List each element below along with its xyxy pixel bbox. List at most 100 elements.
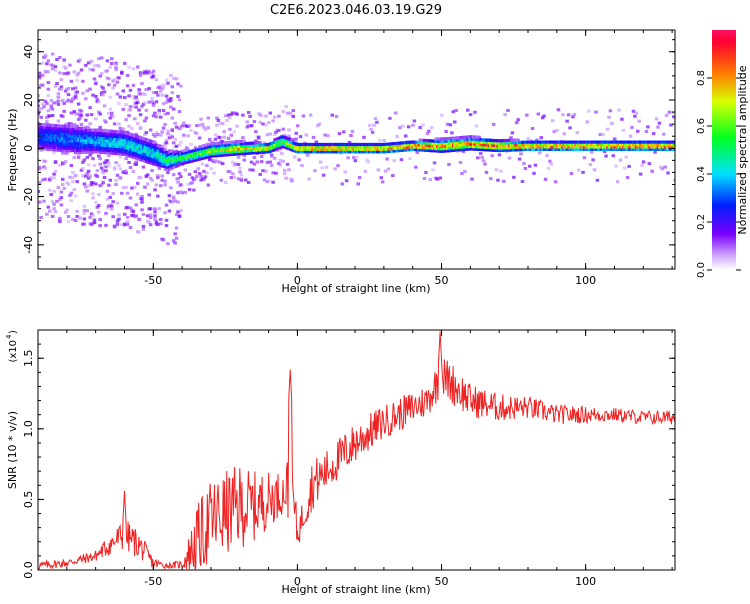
spectrogram-cell [72,187,77,191]
spectrogram-cell [232,175,236,179]
spectrogram-cell [89,183,94,187]
spectrogram-cell [38,181,42,185]
spectrogram-cell [176,191,180,195]
spectrogram-cell [71,97,75,101]
spectrogram-cell [288,111,293,115]
colorbar-tick-label: 0.4 [696,166,707,182]
spectrogram-cell [393,111,398,115]
spectrogram-cell [311,135,316,139]
spectrogram-cell [97,154,101,158]
spectrogram-cell [208,138,212,142]
spectrogram-cell [349,133,353,137]
spectrogram-cell [173,241,177,245]
spectrogram-cell [154,115,159,119]
spectrogram-cell [252,156,257,160]
spectrogram-marks [38,52,675,246]
spectrogram-cell [140,197,144,201]
spectrogram-cell [50,214,55,218]
spectrogram-cell [242,139,246,143]
spectrogram-cell [321,173,326,177]
spectrogram-cell [375,120,379,124]
spectrogram-cell [490,154,494,158]
spectrogram-cell [108,95,113,99]
spectrogram-cell [278,148,283,152]
spectrogram-cell [246,110,251,114]
spectrogram-cell [85,189,89,193]
spectrogram-cell [88,122,92,126]
spectrogram-cell [153,140,157,145]
spectrogram-cell [69,79,74,83]
snr-x-tick-label: -50 [144,575,162,588]
spectrogram-cell [161,83,166,87]
spectrogram-cell [88,67,92,71]
spectrogram-cell [176,94,180,98]
spectrogram-cell [252,120,257,124]
spectrogram-cell [62,109,66,113]
spectrogram-cell [52,172,56,176]
spectrogram-cell [414,165,418,169]
spectrogram-cell [278,163,283,167]
spectrogram-cell [445,122,450,126]
spectrogram-cell [56,119,61,123]
spectrogram-cell [450,131,454,135]
spectrogram-cell [585,120,590,124]
spectrogram-cell [568,126,572,130]
spectrogram-cell [451,110,456,114]
snr-y-label: SNR (10 * v/v) [6,411,19,489]
snr-frame [37,329,676,571]
spectrogram-cell [507,156,512,160]
spectrogram-cell [137,88,141,92]
spectrogram-cell [104,120,108,124]
spectrogram-cell [170,135,175,139]
spectrogram-cell [49,104,53,108]
spectrogram-cell [175,149,179,153]
spectrogram-cell [40,61,45,65]
spectrogram-cell [111,192,115,196]
spectrogram-cell [127,124,131,128]
spectrogram-cell [69,191,74,195]
spectrogram-cell [81,79,85,83]
spectrogram-cell [208,158,212,162]
spectrogram-cell [382,138,386,142]
spectrogram-cell [169,73,173,77]
spectrogram-cell [176,180,180,184]
spectrogram-cell [38,167,42,171]
spectrogram-cell [112,83,117,87]
spectrogram-cell [620,117,624,121]
spectrogram-cell [81,160,85,164]
spectrogram-cell [84,63,88,67]
spectrogram-cell [46,70,51,74]
spectrogram-cell [463,169,467,173]
spectrogram-cell [105,69,110,73]
spectrogram-cell [226,136,231,140]
spectrogram-cell [127,160,131,164]
spectrogram-cell [88,106,92,110]
spectrogram-cell [438,176,443,180]
spectrogram-cell [612,137,617,141]
spectrogram-cell [101,181,105,185]
spectrogram-cell [91,192,95,196]
spectrogram-cell [107,77,111,81]
spectrogram-cell [516,138,520,142]
spectrogram-cell [85,155,89,159]
spectrogram-cell [242,153,247,157]
spectrogram-cell [114,68,118,72]
spectrogram-cell [98,74,102,78]
spectrogram-cell [79,168,84,172]
spectrogram-cell [673,147,675,151]
spectrogram-cell [118,155,123,159]
spectrogram-cell [75,78,79,82]
spectrogram-cell [151,102,156,106]
spectrogram-cell [225,119,229,123]
spectrogram-cell [151,133,156,137]
spectrogram-cell [53,64,58,68]
spectrogram-cell [69,111,74,115]
spectrogram-cell [522,162,526,166]
spectrogram-cell [174,226,179,230]
spectrogram-cell [646,125,650,129]
spectrogram-cell [483,162,487,166]
spectrogram-cell [52,101,56,105]
spectrogram-cell [97,192,101,196]
spectrogram-cell [82,211,87,215]
spectrogram-cell [282,171,287,175]
